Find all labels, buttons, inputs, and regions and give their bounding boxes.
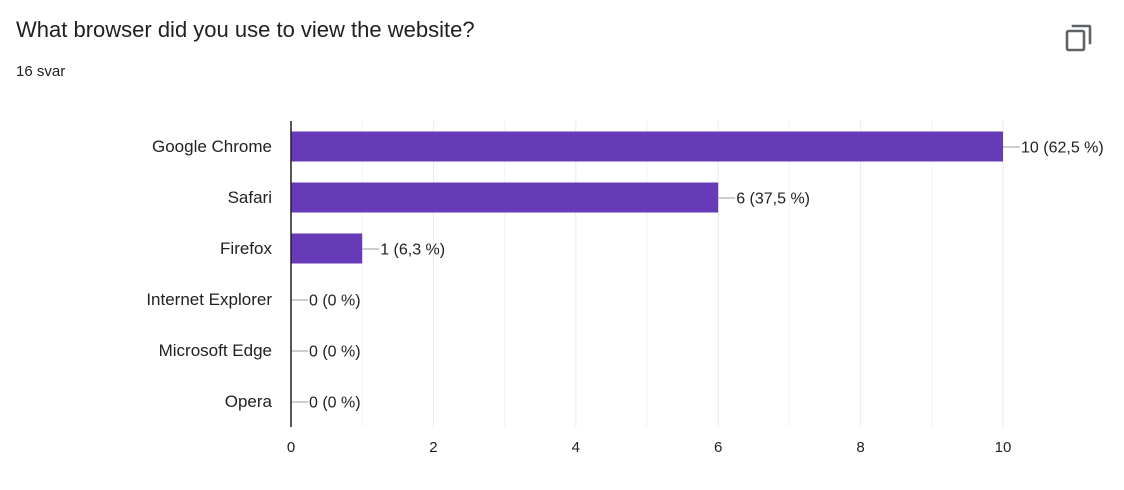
bar xyxy=(291,131,1003,162)
x-tick-label: 8 xyxy=(856,439,864,456)
data-label: 1 (6,3 %) xyxy=(380,242,445,259)
data-label: 0 (0 %) xyxy=(309,293,361,310)
question-title: What browser did you use to view the web… xyxy=(16,17,475,42)
category-label: Google Chrome xyxy=(152,137,272,156)
copy-icon xyxy=(1065,24,1092,52)
data-label: 0 (0 %) xyxy=(309,395,361,412)
x-tick-label: 10 xyxy=(995,439,1012,456)
data-label: 0 (0 %) xyxy=(309,344,361,361)
response-count: 16 svar xyxy=(16,63,66,80)
x-tick-label: 4 xyxy=(572,439,580,456)
data-label: 6 (37,5 %) xyxy=(736,191,810,208)
x-tick-label: 2 xyxy=(429,439,437,456)
category-label: Opera xyxy=(225,392,273,411)
category-label: Internet Explorer xyxy=(146,290,272,309)
bar xyxy=(291,233,363,264)
bar xyxy=(291,182,719,213)
copy-chart-button[interactable] xyxy=(1054,14,1102,62)
data-label: 10 (62,5 %) xyxy=(1021,140,1104,157)
x-tick-label: 6 xyxy=(714,439,722,456)
x-tick-label: 0 xyxy=(287,439,295,456)
category-label: Microsoft Edge xyxy=(159,341,272,360)
category-label: Safari xyxy=(228,188,272,207)
category-label: Firefox xyxy=(220,239,272,258)
